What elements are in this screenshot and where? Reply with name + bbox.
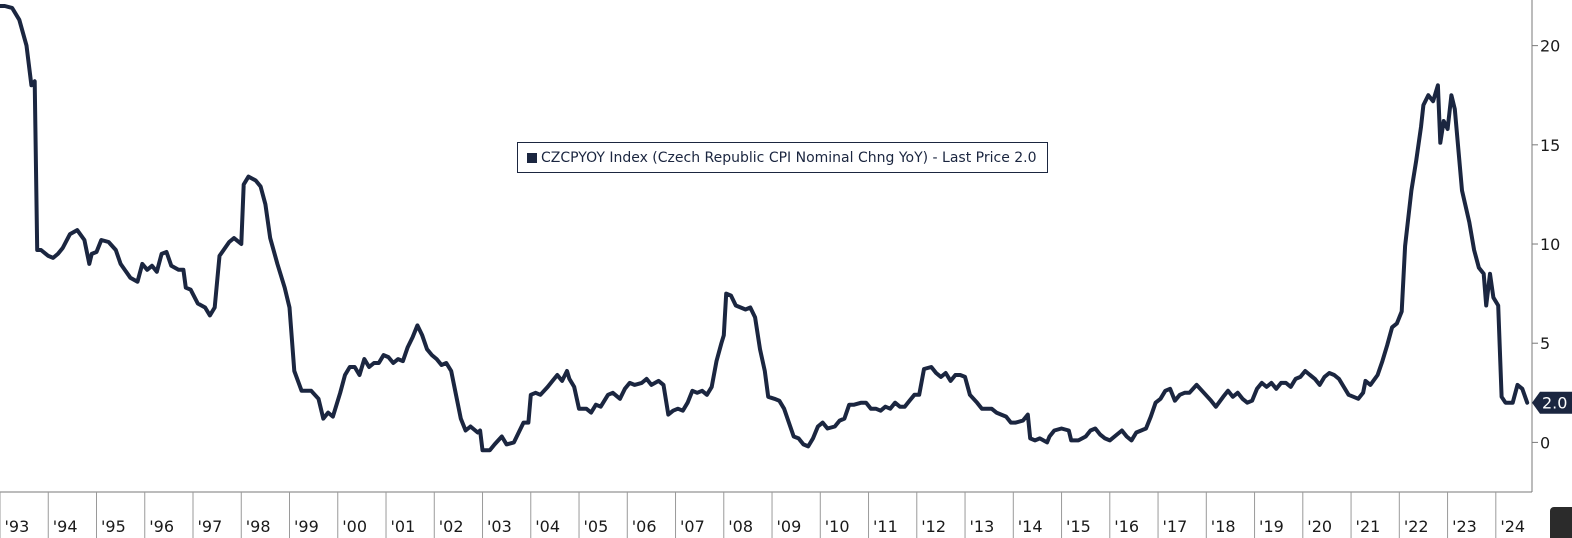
x-tick-label: '10 [825, 517, 850, 536]
last-price-tag: 2.0 [1532, 391, 1572, 414]
x-tick-label: '08 [728, 517, 753, 536]
x-tick-label: '22 [1404, 517, 1429, 536]
x-tick-label: '98 [246, 517, 271, 536]
x-tick-label: '97 [198, 517, 223, 536]
x-tick-label: '93 [5, 517, 30, 536]
x-tick-label: '03 [487, 517, 512, 536]
x-tick-label: '21 [1356, 517, 1381, 536]
x-tick-label: '02 [439, 517, 464, 536]
x-tick-label: '23 [1452, 517, 1477, 536]
x-tick-label: '19 [1259, 517, 1284, 536]
x-tick-label: '00 [342, 517, 367, 536]
legend-swatch [527, 152, 537, 163]
x-tick-label: '01 [391, 517, 416, 536]
last-price-tag-shape [1532, 391, 1572, 414]
x-tick-label: '99 [294, 517, 319, 536]
last-price-tag-label: 2.0 [1542, 394, 1567, 413]
x-tick-label: '04 [535, 517, 560, 536]
x-tick-label: '16 [1114, 517, 1139, 536]
x-tick-label: '17 [1163, 517, 1188, 536]
x-tick-label: '11 [873, 517, 898, 536]
legend: CZCPYOY Index (Czech Republic CPI Nomina… [517, 142, 1048, 173]
x-tick-label: '12 [921, 517, 946, 536]
x-tick-label: '14 [1018, 517, 1043, 536]
x-tick-label: '09 [777, 517, 802, 536]
x-tick-label: '06 [632, 517, 657, 536]
x-tick-label: '07 [680, 517, 705, 536]
x-tick-label: '96 [149, 517, 174, 536]
chart-menu-icon[interactable] [1550, 507, 1572, 538]
x-tick-label: '95 [101, 517, 126, 536]
y-tick-label: 15 [1540, 136, 1560, 155]
x-tick-label: '05 [584, 517, 609, 536]
plot-area [0, 0, 1533, 493]
x-tick-label: '20 [1307, 517, 1332, 536]
x-axis: '93 '94 '95 '96 '97 '98 '99 '00 '01 '02 '03 '04 '05 '… [0, 492, 1525, 538]
y-tick-label: 0 [1540, 433, 1550, 452]
y-axis: 0 5 10 15 20 [1532, 37, 1560, 452]
x-tick-label: '24 [1500, 517, 1525, 536]
x-tick-label: '13 [970, 517, 995, 536]
x-tick-label: '94 [53, 517, 78, 536]
legend-label: CZCPYOY Index (Czech Republic CPI Nomina… [541, 149, 1037, 166]
y-tick-label: 20 [1540, 37, 1560, 56]
y-tick-label: 10 [1540, 235, 1560, 254]
series-line-czcpyoy [0, 4, 1530, 453]
y-tick-label: 5 [1540, 334, 1550, 353]
x-tick-label: '15 [1066, 517, 1091, 536]
x-tick-label: '18 [1211, 517, 1236, 536]
